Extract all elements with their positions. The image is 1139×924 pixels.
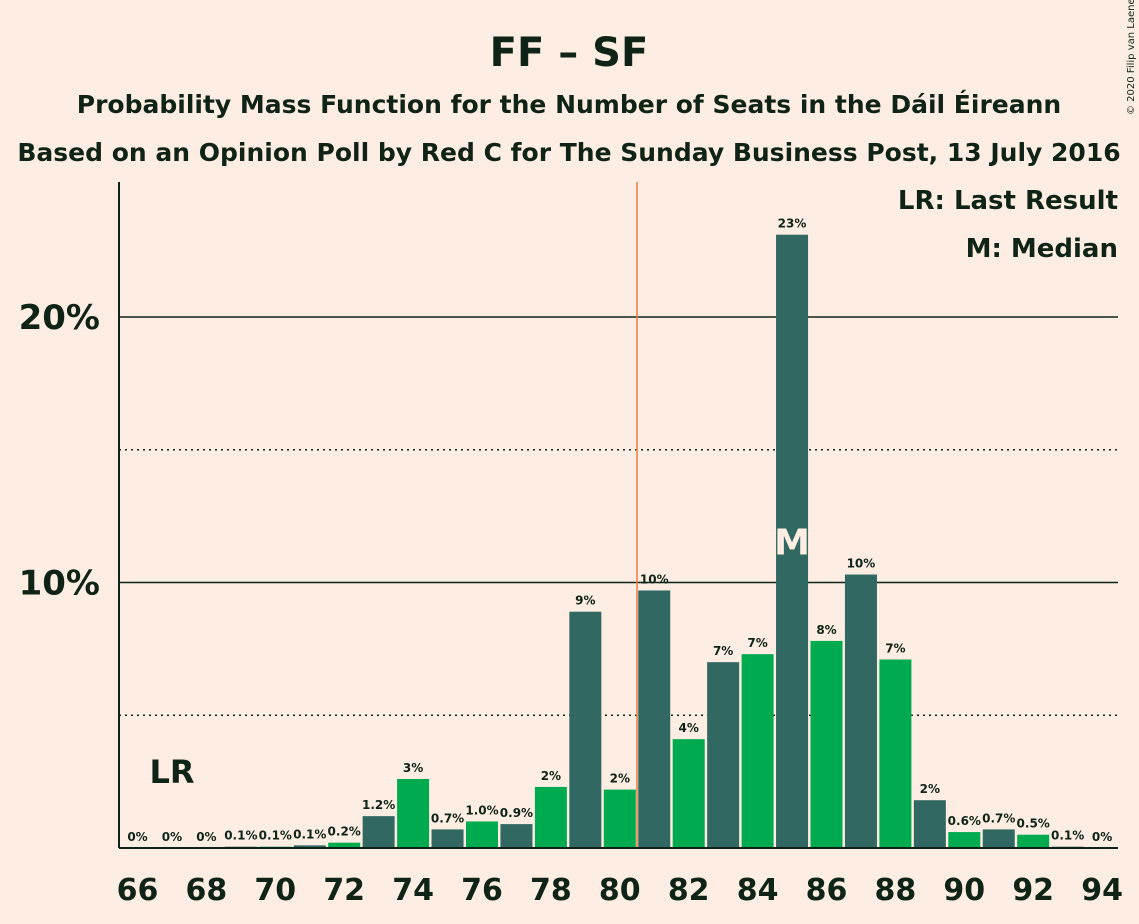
bar xyxy=(638,590,671,848)
x-tick-label: 72 xyxy=(323,873,365,908)
bar xyxy=(500,824,533,848)
bar-value-label: 10% xyxy=(847,557,876,571)
bar xyxy=(844,574,877,848)
bar xyxy=(397,778,430,848)
legend-median: M: Median xyxy=(966,234,1118,264)
bar xyxy=(362,816,395,848)
x-tick-label: 70 xyxy=(254,873,296,908)
chart-subtitle-2: Based on an Opinion Poll by Red C for Th… xyxy=(17,138,1120,167)
bar-value-label: 2% xyxy=(920,782,940,796)
bar-value-label: 0.1% xyxy=(1051,829,1084,843)
grid-lines xyxy=(119,316,1118,716)
bar-value-label: 0.1% xyxy=(224,829,257,843)
bar-value-label: 2% xyxy=(541,769,561,783)
x-tick-label: 68 xyxy=(186,873,228,908)
bar-value-label: 10% xyxy=(640,572,669,586)
bar-value-label: 7% xyxy=(747,636,767,650)
bar-value-label: 1.0% xyxy=(465,803,498,817)
x-tick-label: 90 xyxy=(943,873,985,908)
x-tick-label: 80 xyxy=(599,873,641,908)
bar-value-label: 0% xyxy=(196,830,216,844)
bar-value-label: 0% xyxy=(127,830,147,844)
bar xyxy=(1017,834,1050,848)
bar-value-label: 8% xyxy=(816,623,836,637)
bar xyxy=(672,739,705,848)
bar xyxy=(776,234,809,848)
bar xyxy=(569,611,602,848)
bar-value-label: 2% xyxy=(610,772,630,786)
last-result-marker: LR xyxy=(149,753,194,791)
x-tick-label: 84 xyxy=(737,873,779,908)
bar xyxy=(948,832,981,848)
bar xyxy=(913,800,946,848)
bar-value-label: 0.1% xyxy=(259,829,292,843)
bar-value-label: 0.1% xyxy=(293,827,326,841)
bar-value-label: 0.2% xyxy=(328,825,361,839)
bar xyxy=(741,654,774,848)
x-tick-label: 78 xyxy=(530,873,572,908)
x-tick-label: 86 xyxy=(806,873,848,908)
bar-value-label: 23% xyxy=(778,217,807,231)
bar-value-label: 9% xyxy=(575,594,595,608)
copyright-note: © 2020 Filip van Laenen xyxy=(1126,0,1137,115)
x-tick-label: 76 xyxy=(461,873,503,908)
bar-value-label: 0% xyxy=(162,830,182,844)
bar xyxy=(431,829,464,848)
y-tick-label: 20% xyxy=(19,298,100,338)
bar xyxy=(534,786,567,848)
bar-value-label: 1.2% xyxy=(362,798,395,812)
bar xyxy=(466,821,498,848)
bar xyxy=(603,789,636,848)
chart-subtitle-1: Probability Mass Function for the Number… xyxy=(77,90,1061,119)
bar xyxy=(879,659,912,848)
axis-ticks: 10% 20% 66 68 70 72 74 76 78 80 82 84 86 88 90 92 94 xyxy=(19,298,1123,908)
x-tick-label: 88 xyxy=(875,873,917,908)
bar-value-label: 0.5% xyxy=(1017,817,1050,831)
bar-value-label: 7% xyxy=(885,641,905,655)
x-tick-label: 94 xyxy=(1081,873,1123,908)
x-tick-label: 92 xyxy=(1012,873,1054,908)
bar xyxy=(328,842,361,848)
bar xyxy=(707,662,740,848)
bar-labels: 0% 0% 0% 0.1% 0.1% 0.1% 0.2%1.2%3%0.7%1.0% 0.9%… xyxy=(127,217,1112,844)
bar-value-label: 0.7% xyxy=(431,811,464,825)
x-tick-label: 82 xyxy=(668,873,710,908)
bar-value-label: 4% xyxy=(679,721,699,735)
bar-value-label: 7% xyxy=(713,644,733,658)
bar xyxy=(810,640,843,848)
bar xyxy=(982,829,1015,848)
bar-value-label: 0.9% xyxy=(500,806,533,820)
y-tick-label: 10% xyxy=(19,564,100,604)
bar-value-label: 0.7% xyxy=(982,811,1015,825)
median-marker: M xyxy=(774,522,810,563)
bar xyxy=(293,845,326,848)
bar-value-label: 0% xyxy=(1092,830,1112,844)
bars xyxy=(224,182,1084,848)
bar-value-label: 0.6% xyxy=(948,814,981,828)
chart-title: FF – SF xyxy=(490,30,649,76)
x-tick-label: 74 xyxy=(392,873,434,908)
x-tick-label: 66 xyxy=(117,873,159,908)
bar-value-label: 3% xyxy=(403,761,423,775)
legend-last-result: LR: Last Result xyxy=(898,186,1118,216)
